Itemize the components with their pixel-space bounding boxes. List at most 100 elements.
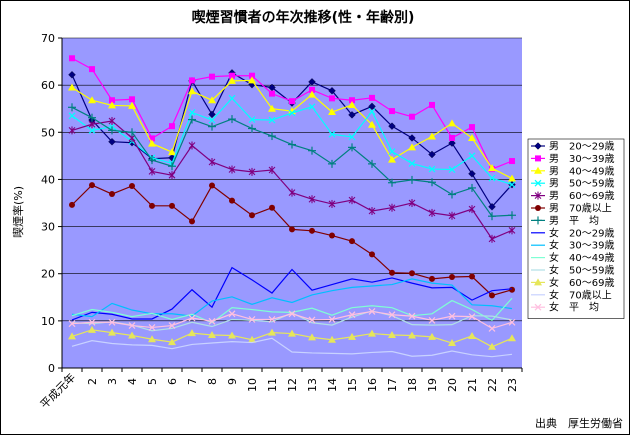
data-point bbox=[248, 116, 256, 123]
data-point bbox=[508, 334, 516, 342]
data-point bbox=[429, 101, 435, 108]
series-12 bbox=[71, 337, 513, 358]
data-point bbox=[169, 202, 175, 209]
data-point bbox=[488, 234, 496, 243]
legend-marker bbox=[535, 205, 541, 211]
series-2 bbox=[68, 76, 516, 182]
data-point bbox=[348, 332, 356, 340]
data-point bbox=[449, 274, 455, 281]
data-point bbox=[228, 165, 236, 174]
data-point bbox=[128, 322, 136, 329]
gridlines bbox=[62, 37, 522, 322]
data-point bbox=[268, 316, 276, 323]
data-point bbox=[268, 328, 276, 336]
data-point bbox=[408, 159, 416, 167]
legend-label: 女 60～69歳 bbox=[549, 276, 614, 289]
data-point bbox=[188, 115, 196, 124]
data-point bbox=[208, 157, 216, 166]
series-4 bbox=[68, 116, 516, 243]
data-point bbox=[348, 133, 356, 141]
legend-label: 女 40～49歳 bbox=[549, 251, 614, 264]
data-point bbox=[388, 122, 396, 130]
legend-marker bbox=[534, 166, 542, 174]
legend-box bbox=[527, 138, 625, 319]
data-point bbox=[208, 116, 216, 124]
series-line bbox=[71, 266, 513, 321]
x-tick-label: 22 bbox=[486, 378, 499, 392]
legend-label: 男 40～49歳 bbox=[549, 165, 614, 177]
data-point bbox=[308, 90, 316, 98]
data-point bbox=[308, 195, 316, 204]
data-point bbox=[69, 201, 75, 208]
data-point bbox=[449, 134, 455, 141]
data-point bbox=[268, 104, 276, 112]
data-point bbox=[108, 318, 116, 326]
y-tick-label: 30 bbox=[41, 221, 55, 234]
series-line bbox=[71, 310, 513, 332]
data-point bbox=[468, 331, 476, 339]
legend-item: 男 30～39歳 bbox=[531, 153, 614, 165]
axes bbox=[61, 38, 522, 369]
data-point bbox=[149, 135, 155, 142]
series-1 bbox=[69, 55, 515, 173]
data-point bbox=[409, 113, 415, 120]
series-line bbox=[71, 337, 513, 358]
data-point bbox=[448, 166, 456, 173]
data-point bbox=[248, 316, 256, 323]
data-point bbox=[148, 156, 156, 165]
x-tick-label: 12 bbox=[286, 378, 299, 392]
y-tick-label: 50 bbox=[41, 126, 55, 139]
data-point bbox=[249, 72, 255, 79]
data-point bbox=[368, 159, 376, 168]
data-point bbox=[189, 218, 195, 225]
data-point bbox=[248, 76, 256, 84]
legend-label: 女 70歳以上 bbox=[549, 288, 612, 301]
legend-item: 女 60～69歳 bbox=[531, 276, 614, 289]
data-point bbox=[328, 335, 336, 343]
x-tick-label: 23 bbox=[506, 378, 519, 392]
data-point bbox=[149, 202, 155, 209]
data-point bbox=[509, 286, 515, 293]
data-point bbox=[389, 108, 395, 115]
data-point bbox=[308, 316, 316, 324]
legend-item: 女 40～49歳 bbox=[531, 251, 614, 264]
y-axis-ticks: 0 10 20 30 40 50 60 70 bbox=[41, 32, 62, 375]
y-tick-label: 40 bbox=[41, 173, 55, 186]
x-tick-label: 6 bbox=[166, 378, 179, 385]
data-point bbox=[168, 162, 176, 171]
legend-item: 女 30～39歳 bbox=[531, 239, 614, 252]
data-point bbox=[428, 208, 436, 217]
x-tick-label: 19 bbox=[426, 378, 439, 392]
data-point bbox=[129, 96, 135, 103]
data-point bbox=[208, 96, 216, 104]
x-tick-label: 4 bbox=[126, 378, 139, 385]
legend-marker bbox=[534, 216, 542, 225]
data-point bbox=[488, 174, 496, 182]
data-point bbox=[348, 311, 356, 319]
data-point bbox=[88, 96, 96, 104]
data-point bbox=[448, 190, 456, 199]
data-point bbox=[448, 139, 456, 147]
data-point bbox=[468, 170, 476, 178]
y-tick-label: 0 bbox=[48, 362, 55, 375]
data-point bbox=[88, 126, 96, 134]
data-point bbox=[489, 292, 495, 299]
data-point bbox=[68, 126, 76, 135]
data-point bbox=[108, 138, 116, 146]
data-point bbox=[228, 331, 236, 339]
data-point bbox=[448, 312, 456, 320]
data-point bbox=[468, 205, 476, 214]
data-point bbox=[269, 204, 275, 211]
data-point bbox=[468, 183, 476, 192]
data-point bbox=[368, 329, 376, 337]
data-point bbox=[368, 102, 376, 111]
x-tick-label: 18 bbox=[406, 378, 419, 392]
data-point bbox=[168, 322, 176, 329]
data-point bbox=[128, 331, 136, 339]
data-point bbox=[288, 188, 296, 197]
data-point bbox=[388, 178, 396, 187]
series-lines bbox=[68, 55, 516, 358]
series-13 bbox=[68, 308, 516, 332]
data-point bbox=[268, 116, 276, 124]
